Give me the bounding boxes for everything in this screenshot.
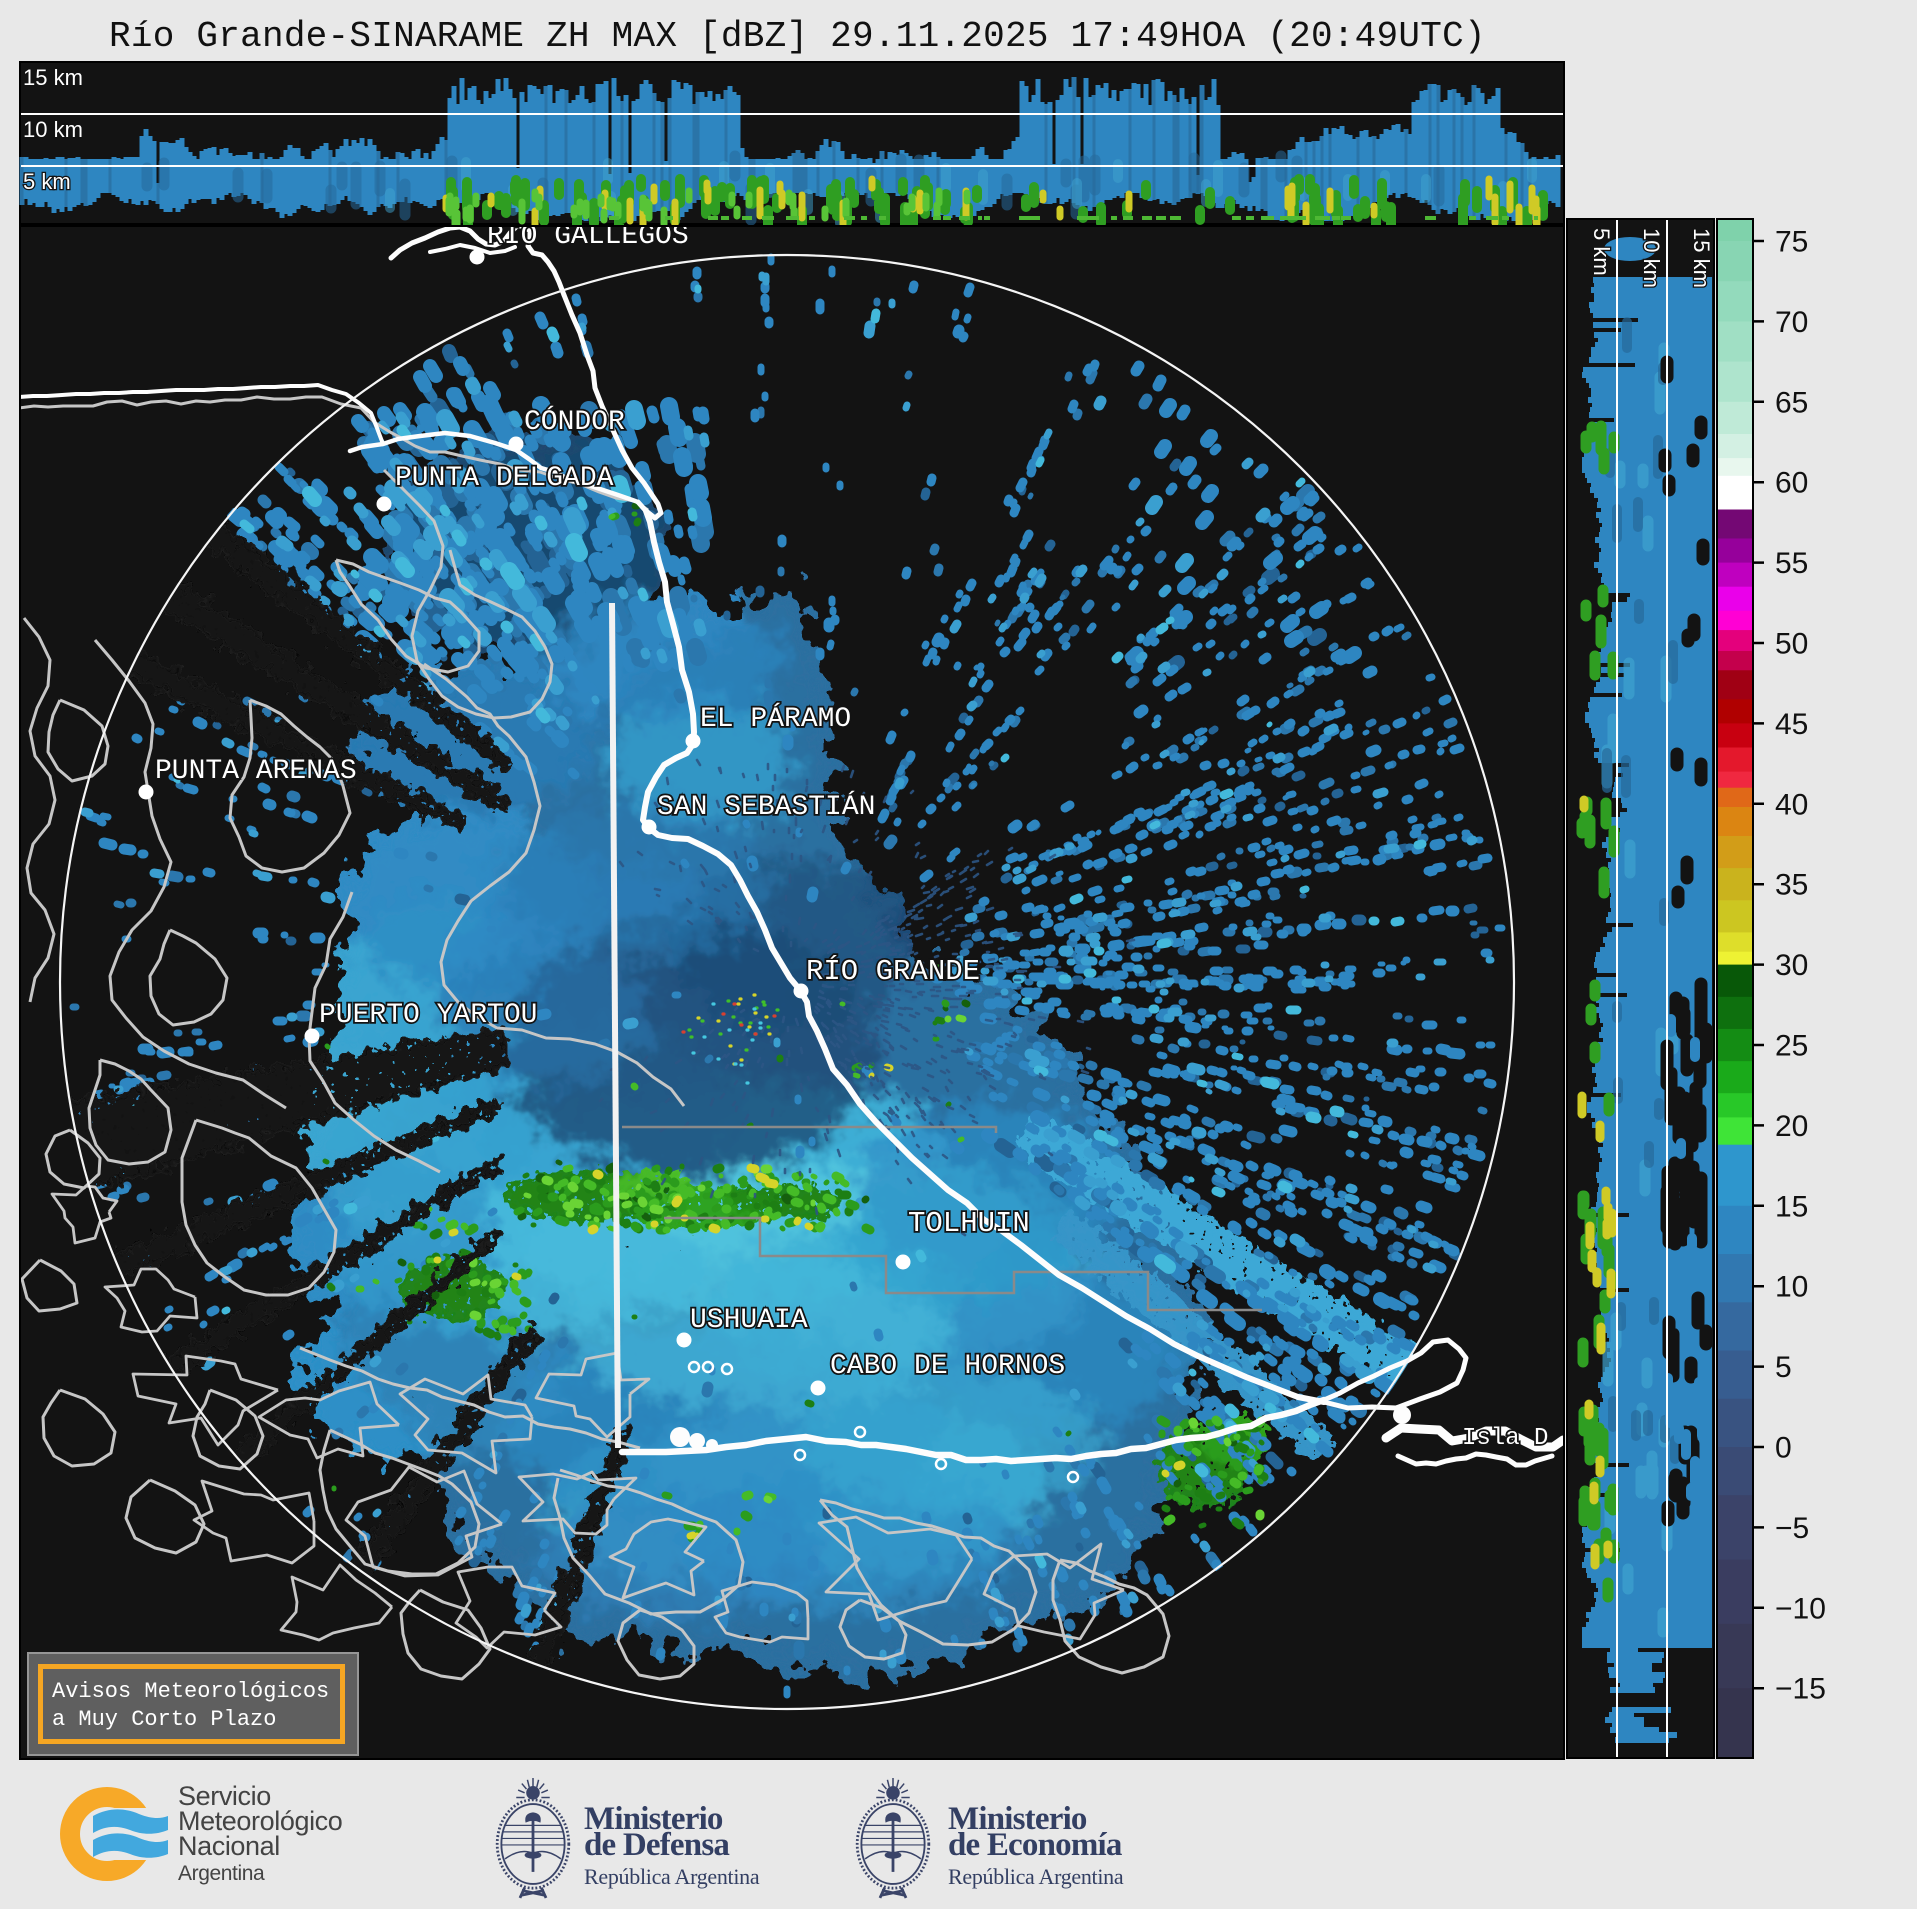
svg-text:45: 45 (1775, 708, 1808, 741)
svg-text:40: 40 (1775, 788, 1808, 821)
svg-text:55: 55 (1775, 547, 1808, 580)
svg-text:30: 30 (1775, 949, 1808, 982)
svg-text:−10: −10 (1775, 1592, 1826, 1625)
svg-text:SAN SEBASTIÁN: SAN SEBASTIÁN (657, 791, 875, 823)
svg-text:PUNTA DELGADA: PUNTA DELGADA (395, 463, 614, 494)
svg-text:25: 25 (1775, 1030, 1808, 1063)
svg-text:USHUAIA: USHUAIA (690, 1305, 808, 1336)
svg-text:75: 75 (1775, 226, 1808, 259)
svg-text:15 km: 15 km (23, 65, 83, 90)
svg-text:Isla D: Isla D (1462, 1425, 1548, 1452)
svg-text:CÓNDOR: CÓNDOR (524, 405, 625, 438)
svg-text:−5: −5 (1775, 1512, 1809, 1545)
svg-text:15 km: 15 km (1689, 228, 1714, 288)
svg-text:70: 70 (1775, 306, 1808, 339)
svg-text:50: 50 (1775, 628, 1808, 661)
svg-text:65: 65 (1775, 386, 1808, 419)
svg-text:10 km: 10 km (1639, 228, 1664, 288)
svg-text:15: 15 (1775, 1190, 1808, 1223)
svg-text:EL PÁRAMO: EL PÁRAMO (700, 703, 851, 735)
svg-text:CABO DE HORNOS: CABO DE HORNOS (830, 1351, 1065, 1382)
svg-text:10: 10 (1775, 1271, 1808, 1304)
svg-text:RIO GALLEGOS: RIO GALLEGOS (487, 225, 689, 252)
svg-text:35: 35 (1775, 869, 1808, 902)
svg-text:5 km: 5 km (1589, 228, 1614, 276)
svg-text:0: 0 (1775, 1432, 1792, 1465)
svg-text:5 km: 5 km (23, 169, 71, 194)
svg-text:PUERTO YARTOU: PUERTO YARTOU (319, 1000, 537, 1031)
svg-text:60: 60 (1775, 467, 1808, 500)
svg-text:TOLHUIN: TOLHUIN (908, 1207, 1030, 1240)
svg-text:5: 5 (1775, 1351, 1792, 1384)
svg-text:PUNTA ARENAS: PUNTA ARENAS (155, 756, 357, 787)
svg-text:RÍO GRANDE: RÍO GRANDE (806, 954, 980, 988)
svg-text:10 km: 10 km (23, 117, 83, 142)
svg-text:−15: −15 (1775, 1673, 1826, 1706)
svg-text:20: 20 (1775, 1110, 1808, 1143)
